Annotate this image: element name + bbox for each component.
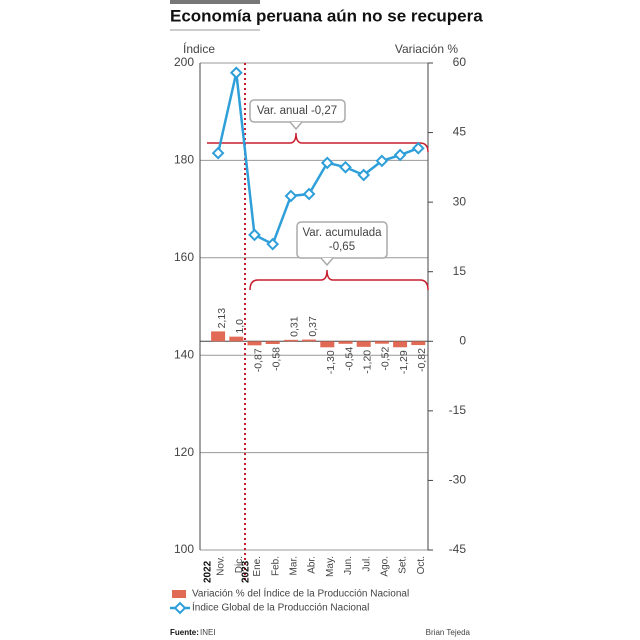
year-label: 2022 bbox=[203, 560, 214, 583]
value-label: -0,58 bbox=[270, 347, 282, 371]
bar bbox=[338, 341, 353, 344]
annotation-pointer bbox=[320, 257, 334, 267]
marker bbox=[211, 146, 225, 160]
y-tick-label: 140 bbox=[174, 347, 194, 361]
marker bbox=[248, 228, 261, 242]
marker bbox=[266, 237, 280, 251]
y2-tick-label: 15 bbox=[453, 264, 467, 278]
x-tick-label: Set. bbox=[398, 556, 409, 574]
marker bbox=[339, 160, 352, 174]
x-tick-label: Ago. bbox=[380, 556, 391, 577]
chart-title: Economía peruana aún no se recupera bbox=[170, 6, 483, 25]
y-tick-label: 200 bbox=[174, 55, 194, 69]
y2-tick-label: 45 bbox=[453, 125, 467, 139]
x-tick-label: Abr. bbox=[307, 556, 318, 574]
grid bbox=[200, 62, 428, 551]
x-tick-label: Oct. bbox=[416, 556, 427, 574]
title-bar bbox=[170, 0, 260, 4]
y2-tick-label: -45 bbox=[449, 542, 467, 556]
value-label: -1,30 bbox=[325, 350, 337, 374]
value-label: -1,29 bbox=[398, 350, 410, 374]
marker bbox=[229, 66, 243, 80]
x-tick-label: Ene. bbox=[252, 556, 263, 577]
legend-label: Variación % del Índice de la Producción … bbox=[192, 587, 409, 600]
year-label: 2023 bbox=[241, 560, 252, 583]
value-label: -1,20 bbox=[361, 350, 373, 374]
legend-marker bbox=[173, 601, 187, 615]
bar bbox=[411, 341, 426, 346]
y2-tick-label: 60 bbox=[453, 55, 467, 69]
bar bbox=[356, 341, 371, 347]
value-label: -0,87 bbox=[252, 348, 264, 372]
y-tick-label: 100 bbox=[174, 542, 194, 556]
value-label: -0,52 bbox=[380, 347, 392, 371]
marker bbox=[284, 189, 298, 203]
bar bbox=[283, 339, 298, 342]
y2-tick-label: 0 bbox=[459, 333, 466, 347]
marker bbox=[411, 141, 425, 155]
annotation: Var. acumulada bbox=[302, 227, 382, 239]
source: INEI bbox=[200, 628, 216, 637]
bar bbox=[229, 336, 244, 342]
bar bbox=[247, 341, 262, 346]
marker bbox=[320, 156, 334, 170]
value-label: 0,31 bbox=[289, 316, 301, 337]
annotation-pointer bbox=[289, 121, 303, 131]
value-label: 1,0 bbox=[234, 319, 246, 334]
bar bbox=[320, 341, 335, 348]
y2-axis-label: Variación % bbox=[395, 42, 458, 56]
author: Brian Tejeda bbox=[426, 628, 471, 637]
x-tick-label: May. bbox=[325, 556, 336, 577]
annotation: Var. anual -0,27 bbox=[257, 105, 337, 117]
marker bbox=[357, 168, 371, 182]
y-tick-label: 160 bbox=[174, 250, 194, 264]
x-tick-label: Nov. bbox=[216, 556, 227, 576]
marker bbox=[375, 154, 389, 168]
x-tick-label: Jul. bbox=[361, 556, 372, 572]
y2-tick-label: 30 bbox=[453, 194, 467, 208]
y-tick-label: 120 bbox=[174, 445, 194, 459]
y2-tick-label: -15 bbox=[449, 403, 467, 417]
y-axis-label: Índice bbox=[183, 41, 215, 56]
legend-label: Índice Global de la Producción Nacional bbox=[192, 601, 369, 614]
x-tick-label: Mar. bbox=[289, 556, 300, 575]
bar bbox=[374, 341, 389, 344]
y-tick-label: 180 bbox=[174, 153, 194, 167]
bar bbox=[211, 331, 226, 342]
brace bbox=[207, 132, 429, 153]
bar bbox=[265, 341, 280, 344]
bar bbox=[393, 341, 408, 348]
legend-swatch bbox=[172, 590, 186, 598]
x-tick-label: Feb. bbox=[270, 556, 281, 576]
y2-tick-label: -30 bbox=[449, 473, 467, 487]
bar bbox=[302, 339, 317, 342]
marker bbox=[393, 148, 407, 162]
line bbox=[216, 71, 419, 246]
value-label: 2,13 bbox=[216, 308, 228, 329]
source-label: Fuente: bbox=[170, 628, 199, 637]
x-tick-label: Jun. bbox=[343, 556, 354, 575]
annotation-box bbox=[296, 221, 388, 259]
value-label: -0,82 bbox=[416, 348, 428, 372]
brace bbox=[249, 269, 429, 291]
annotation: -0,65 bbox=[329, 241, 355, 253]
value-label: -0,54 bbox=[343, 347, 355, 371]
value-label: 0,37 bbox=[307, 316, 319, 337]
x-tick-label: Dic. bbox=[234, 556, 245, 573]
marker bbox=[302, 187, 316, 201]
